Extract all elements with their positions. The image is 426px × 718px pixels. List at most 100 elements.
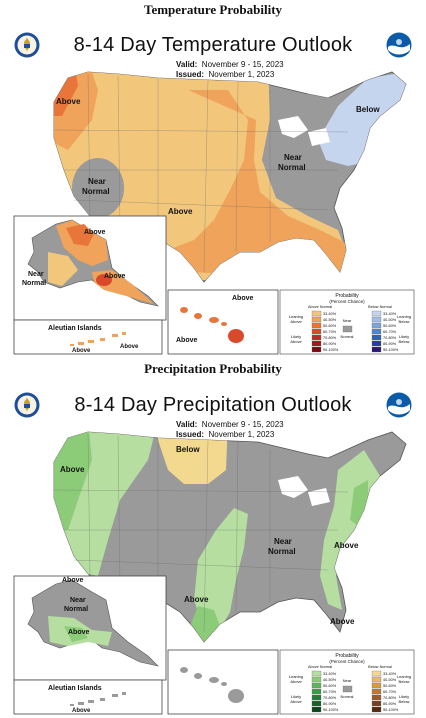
legend-swatch-below [371, 694, 382, 701]
legend-subtitle: (Percent Chance) [329, 299, 365, 304]
legend-title: Probability [335, 653, 359, 659]
aleutian-inset-frame [13, 679, 163, 715]
label-near-east-1: Near [284, 153, 302, 162]
legend-swatch-above [311, 682, 322, 689]
legend-likely-above-1: Likely [291, 334, 301, 339]
label-near-1: Near [274, 537, 292, 546]
label-above-south: Above [184, 595, 209, 604]
legend-swatch-below [371, 340, 382, 347]
legend-range-above: 70-80% [323, 336, 337, 340]
legend-below-normal: Below Normal [368, 305, 392, 309]
legend-range-above: 33-40% [323, 672, 337, 676]
legend-range-above: 50-60% [323, 324, 337, 328]
precipitation-dates: Valid: November 9 - 15, 2023 Issued: Nov… [176, 420, 284, 439]
legend-leaning-above-1: Leaning [289, 314, 303, 319]
label-aleutian: Aleutian Islands [48, 685, 102, 692]
label-near-west-2: Normal [82, 187, 110, 196]
legend-range-below: 50-60% [383, 324, 397, 328]
doc-seal-icon [14, 32, 40, 58]
label-aleutian: Aleutian Islands [48, 325, 102, 332]
precipitation-legend: Probability(Percent Chance)Above Normal B… [279, 649, 415, 715]
legend-swatch-above [311, 310, 322, 317]
legend-range-below: 40-50% [383, 678, 397, 682]
hawaii-inset-frame [167, 649, 279, 715]
label-ak-near-1: Near [28, 271, 44, 278]
label-ak-above: Above [84, 229, 106, 236]
label-hi-above-2: Above [176, 337, 198, 344]
label-above-nw: Above [60, 465, 85, 474]
legend-swatch-above [311, 334, 322, 341]
legend-range-above: 50-60% [323, 684, 337, 688]
legend-swatch-above [311, 694, 322, 701]
legend-range-below: 80-90% [383, 702, 397, 706]
label-ak-above-2: Above [68, 629, 90, 636]
legend-range-below: 33-40% [383, 312, 397, 316]
legend-near-2: Normal [341, 334, 354, 339]
label-near-2: Normal [268, 547, 296, 556]
legend-swatch-above [311, 316, 322, 323]
label-al-above: Above [72, 708, 91, 714]
label-below-n: Below [176, 445, 200, 454]
legend-swatch-above [311, 700, 322, 707]
legend-likely-above-2: Above [290, 339, 302, 344]
legend-range-above: 40-50% [323, 318, 337, 322]
legend-swatch-above [311, 328, 322, 335]
legend-range-above: 60-70% [323, 330, 337, 334]
temperature-map: Probability(Percent Chance)Above Normal B… [13, 71, 415, 355]
label-above-east: Above [334, 541, 359, 550]
temperature-outlook-panel: 8-14 Day Temperature Outlook Valid: Nove… [8, 20, 418, 356]
legend-swatch-above [311, 676, 322, 683]
legend-range-below: 70-80% [383, 696, 397, 700]
label-ak-near-1: Near [70, 597, 86, 604]
legend-range-below: 70-80% [383, 336, 397, 340]
legend-range-below: 90-100% [383, 348, 399, 352]
legend-range-above: 33-40% [323, 312, 337, 316]
legend-above-normal: Above Normal [308, 305, 332, 309]
legend-leaning-below-1: Leaning [397, 314, 411, 319]
legend-range-below: 33-40% [383, 672, 397, 676]
legend-leaning-below-2: Below [399, 319, 410, 324]
legend-swatch-below [371, 334, 382, 341]
legend-swatch-below [371, 706, 382, 713]
legend-range-below: 40-50% [383, 318, 397, 322]
legend-likely-above-1: Likely [291, 694, 301, 699]
temperature-map-title: 8-14 Day Temperature Outlook [73, 34, 353, 56]
legend-swatch-above [311, 346, 322, 353]
precipitation-map: Probability(Percent Chance)Above Normal B… [13, 431, 415, 715]
noaa-logo-icon [386, 32, 412, 58]
alaska-shape [27, 579, 159, 667]
legend-swatch-below [371, 328, 382, 335]
legend-swatch-below [371, 700, 382, 707]
temperature-dates: Valid: November 9 - 15, 2023 Issued: Nov… [176, 60, 284, 79]
legend-likely-below-1: Likely [399, 694, 409, 699]
legend-leaning-above-1: Leaning [289, 674, 303, 679]
legend-leaning-below-2: Below [399, 679, 410, 684]
legend-likely-below-2: Below [399, 699, 410, 704]
legend-swatch-near [342, 325, 353, 333]
legend-swatch-below [371, 310, 382, 317]
label-ak-above-2: Above [104, 273, 126, 280]
label-al-above-2: Above [120, 344, 139, 350]
legend-range-below: 60-70% [383, 690, 397, 694]
legend-likely-below-1: Likely [399, 334, 409, 339]
label-above-nw: Above [56, 97, 81, 106]
label-above-center: Above [168, 207, 193, 216]
hawaii-inset-frame [167, 289, 279, 355]
legend-range-above: 40-50% [323, 678, 337, 682]
label-hi-above-1: Above [232, 295, 254, 302]
legend-swatch-below [371, 682, 382, 689]
label-ak-near-2: Normal [64, 606, 88, 613]
legend-range-below: 80-90% [383, 342, 397, 346]
legend-below-normal: Below Normal [368, 665, 392, 669]
temperature-section-title: Temperature Probability [143, 2, 283, 17]
legend-swatch-near [342, 685, 353, 693]
label-ak-above: Above [62, 577, 84, 584]
legend-range-above: 60-70% [323, 690, 337, 694]
legend-range-above: 80-90% [323, 342, 337, 346]
legend-near-2: Normal [341, 694, 354, 699]
doc-seal-icon [14, 392, 40, 418]
legend-near-1: Near [343, 318, 352, 323]
legend-swatch-below [371, 670, 382, 677]
noaa-logo-icon [386, 392, 412, 418]
precipitation-section-title: Precipitation Probability [144, 361, 282, 376]
